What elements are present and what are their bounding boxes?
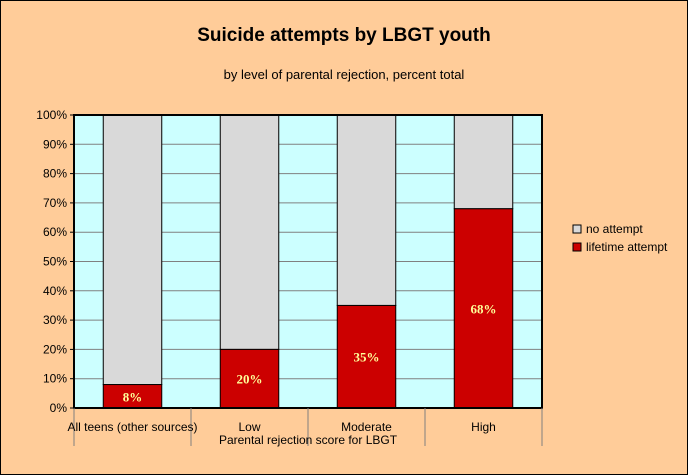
x-tick-label: High [471,420,496,434]
data-label: 8% [123,389,143,404]
data-label: 20% [237,372,263,387]
y-tick-label: 90% [43,137,67,151]
bar-lifetime-attempt [219,348,280,409]
y-tick-label: 50% [43,255,67,269]
y-tick-label: 70% [43,196,67,210]
bar-no-attempt [336,114,397,306]
bar-lifetime-attempt [336,304,397,409]
x-tick-label: All teens (other sources) [67,420,197,434]
y-tick-label: 20% [43,342,67,356]
y-tick-label: 40% [43,284,67,298]
legend-swatch [572,224,582,234]
bar-no-attempt [219,114,280,350]
bar-no-attempt [453,114,514,210]
y-tick-label: 10% [43,372,67,386]
x-axis-title: Parental rejection score for LBGT [219,433,398,447]
x-tick-label: Low [238,420,260,434]
legend: no attempt lifetime attempt [572,222,668,254]
data-label: 35% [354,350,380,365]
y-tick-label: 0% [50,401,68,415]
data-label: 68% [471,301,497,316]
y-tick-label: 100% [36,108,67,122]
bar-lifetime-attempt [453,208,514,409]
x-tick-label: Moderate [341,420,392,434]
chart-subtitle: by level of parental rejection, percent … [224,67,465,82]
y-tick-label: 60% [43,225,67,239]
bars: 8% 20% 35% 68% [102,114,514,409]
bar-no-attempt [102,114,163,386]
x-axis: All teens (other sources) Low Moderate High [67,408,543,446]
y-tick-label: 30% [43,313,67,327]
legend-swatch [572,242,582,252]
y-tick-label: 80% [43,167,67,181]
y-axis: 0% 10% 20% 30% 40% 50% 60% 70% 80% 90% 100% [36,108,74,415]
chart-title: Suicide attempts by LBGT youth [197,25,490,46]
legend-label: lifetime attempt [586,240,668,254]
legend-label: no attempt [586,222,643,236]
